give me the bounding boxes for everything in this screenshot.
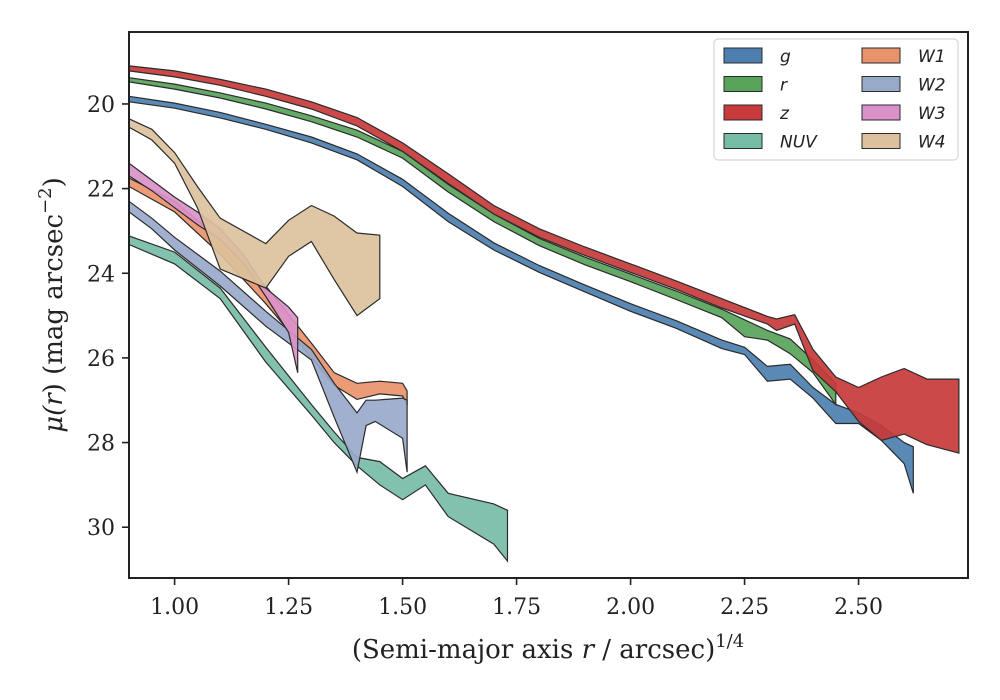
series-band-z [129,65,960,454]
legend-label-r: r [780,76,788,96]
legend-label-g: g [780,47,791,67]
x-tick-label: 1.75 [492,595,541,620]
series-band-W2 [129,200,408,475]
legend-swatch-r [723,76,763,92]
legend-swatch-g [723,47,763,64]
legend-swatch-W1 [861,47,901,64]
x-tick-label: 2.25 [720,595,769,620]
y-tick-label: 28 [87,432,115,457]
y-tick-label: 20 [87,93,115,118]
y-axis: 20 22 24 26 28 30 [87,93,129,541]
legend-label-W2: W2 [918,76,946,96]
legend-label-z: z [779,104,790,124]
legend: grz NUV W1 W2 W3 W4 [713,38,959,161]
legend-label-W4: W4 [918,133,946,153]
x-tick-label: 1.25 [264,595,313,620]
series-band-W4 [129,118,381,317]
series-band-NUV [129,235,509,563]
y-tick-label: 24 [87,262,115,287]
y-axis-label: μ(r) (mag arcsec−2) [35,177,69,433]
legend-label-W3: W3 [918,104,946,124]
series-band-g [129,95,914,494]
y-tick-label: 26 [87,347,115,372]
x-axis-label: (Semi-major axis r / arcsec)1/4 [352,631,744,665]
x-tick-label: 2.00 [606,595,655,620]
x-tick-label: 1.50 [378,595,427,620]
legend-swatch-z [723,104,763,121]
series-bands [129,65,960,563]
series-band-W3 [129,162,299,373]
plot-frame [128,31,969,579]
legend-label-W1: W1 [918,47,946,67]
y-tick-label: 30 [87,516,115,541]
y-tick-label: 22 [87,178,115,203]
x-tick-label: 1.00 [150,595,199,620]
x-tick-label: 2.50 [834,595,883,620]
legend-swatch-W4 [861,133,901,149]
legend-swatch-W2 [861,76,901,92]
legend-swatch-W3 [861,104,901,121]
legend-label-NUV: NUV [780,133,818,153]
legend-swatch-NUV [723,133,763,149]
x-axis: 1.00 1.25 1.50 1.75 2.00 2.25 2.50 [150,578,883,620]
legend-box [713,38,959,161]
